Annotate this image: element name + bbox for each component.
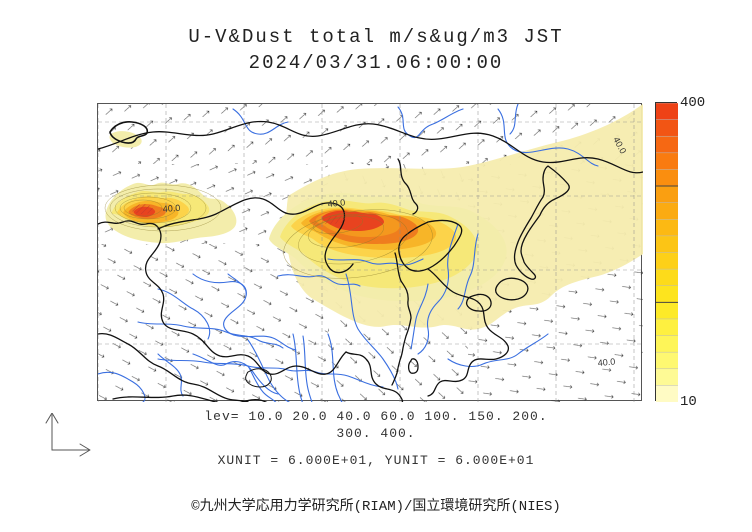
svg-text:40.0: 40.0 [597, 357, 615, 368]
svg-text:40.0: 40.0 [162, 203, 180, 214]
svg-text:40.0: 40.0 [327, 197, 345, 209]
